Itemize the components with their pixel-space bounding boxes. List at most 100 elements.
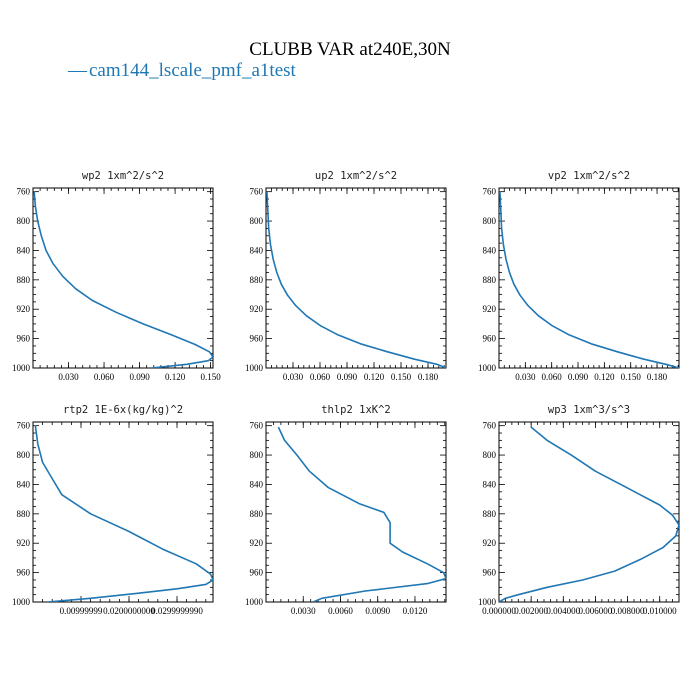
y-tick-label: 760: [483, 187, 497, 197]
panel-title-wp2: wp2 1xm^2/s^2: [82, 170, 164, 182]
x-tick-label: 0.090: [568, 372, 589, 382]
x-tick-label: 0.150: [391, 372, 412, 382]
y-tick-label: 800: [483, 450, 497, 460]
x-tick-label: 0.004000: [546, 606, 580, 616]
y-tick-label: 1000: [12, 363, 31, 373]
series-line-thlp2: [277, 426, 446, 602]
x-tick-label: 0.008000: [611, 606, 645, 616]
x-tick-label: 0.006000: [579, 606, 613, 616]
legend-symbol: —: [67, 60, 88, 81]
y-tick-label: 920: [483, 304, 497, 314]
y-tick-label: 960: [483, 334, 497, 344]
series-line-vp2: [499, 191, 679, 368]
y-tick-label: 760: [17, 421, 31, 431]
x-tick-label: 0.030: [283, 372, 304, 382]
series-line-wp2: [33, 191, 213, 368]
y-tick-label: 840: [17, 245, 31, 255]
x-tick-label: 0.010000: [643, 606, 677, 616]
y-tick-label: 760: [483, 421, 497, 431]
panel-title-vp2: vp2 1xm^2/s^2: [548, 170, 630, 182]
panel-title-rtp2: rtp2 1E-6x(kg/kg)^2: [63, 404, 183, 416]
x-tick-label: 0.030: [515, 372, 536, 382]
plot-frame-up2: [265, 187, 447, 369]
x-tick-label: 0.180: [418, 372, 439, 382]
x-tick-label: 0.002000: [514, 606, 548, 616]
x-tick-label: 0.120: [165, 372, 186, 382]
x-tick-label: 0.150: [621, 372, 642, 382]
panel-wp2: wp2 1xm^2/s^2 760 800 840 880 920 960 1000 0.030…: [12, 170, 221, 382]
x-tick-label: 0.0200000000: [103, 606, 155, 616]
y-tick-label: 760: [250, 187, 264, 197]
y-tick-label: 920: [483, 538, 497, 548]
x-tick-label: 0.0060: [328, 606, 353, 616]
panel-title-wp3: wp3 1xm^3/s^3: [548, 404, 630, 416]
plot-frame-thlp2: [265, 421, 447, 603]
y-tick-label: 960: [17, 334, 31, 344]
y-tick-label: 840: [483, 245, 497, 255]
y-tick-label: 880: [17, 275, 31, 285]
series-line-wp3: [499, 426, 679, 602]
y-tick-label: 1000: [245, 363, 264, 373]
y-tick-label: 960: [250, 334, 264, 344]
x-tick-label: 0.0299999990: [151, 606, 203, 616]
x-tick-label: 0.090: [129, 372, 150, 382]
y-tick-label: 760: [250, 421, 264, 431]
x-tick-label: 0.150: [201, 372, 222, 382]
x-tick-label: 0.030: [58, 372, 79, 382]
panel-title-up2: up2 1xm^2/s^2: [315, 170, 397, 182]
y-tick-label: 800: [250, 216, 264, 226]
x-tick-label: 0.00999999: [60, 606, 103, 616]
series-line-rtp2: [34, 425, 213, 602]
panel-wp3: wp3 1xm^3/s^3 760 800 840 880 920 960 10000.000…: [478, 404, 680, 616]
x-tick-label: 0.060: [310, 372, 331, 382]
panel-rtp2: rtp2 1E-6x(kg/kg)^2 760 800 840 880 920 960 100…: [12, 404, 214, 616]
y-tick-label: 880: [483, 275, 497, 285]
y-tick-label: 1000: [478, 597, 497, 607]
plot-frame-vp2: [498, 187, 680, 369]
y-tick-label: 800: [250, 450, 264, 460]
y-tick-label: 840: [250, 245, 264, 255]
y-tick-label: 880: [250, 275, 264, 285]
y-tick-label: 920: [250, 538, 264, 548]
x-tick-label: 0.120: [364, 372, 385, 382]
y-tick-label: 960: [250, 568, 264, 578]
legend: — cam144_lscale_pmf_a1test: [67, 60, 297, 81]
y-tick-label: 1000: [12, 597, 31, 607]
x-tick-label: 0.120: [594, 372, 615, 382]
y-tick-label: 960: [483, 568, 497, 578]
x-tick-label: 0.090: [337, 372, 358, 382]
y-tick-label: 840: [17, 479, 31, 489]
y-tick-label: 920: [17, 304, 31, 314]
y-tick-label: 1000: [245, 597, 264, 607]
series-line-up2: [266, 191, 446, 368]
legend-label: cam144_lscale_pmf_a1test: [89, 60, 297, 81]
y-tick-label: 960: [17, 568, 31, 578]
y-tick-label: 880: [483, 509, 497, 519]
y-tick-label: 800: [17, 450, 31, 460]
plot-frame-wp2: [32, 187, 214, 369]
y-tick-label: 840: [250, 479, 264, 489]
x-tick-label: 0.180: [647, 372, 668, 382]
y-tick-label: 920: [17, 538, 31, 548]
x-tick-label: 0.060: [542, 372, 563, 382]
panel-up2: up2 1xm^2/s^2 760 800 840 880 920 960 1000 0.030…: [245, 170, 447, 382]
y-tick-label: 760: [17, 187, 31, 197]
y-tick-label: 840: [483, 479, 497, 489]
figure-title: CLUBB VAR at240E,30N: [249, 39, 451, 60]
y-tick-label: 880: [17, 509, 31, 519]
x-tick-label: 0.060: [94, 372, 115, 382]
panel-title-thlp2: thlp2 1xK^2: [321, 404, 391, 416]
panel-vp2: vp2 1xm^2/s^2 760 800 840 880 920 960 1000 0.030…: [478, 170, 680, 382]
x-tick-label: 0.0090: [365, 606, 390, 616]
x-tick-label: 0.0120: [403, 606, 428, 616]
y-tick-label: 800: [17, 216, 31, 226]
x-tick-label: 0.000000: [482, 606, 516, 616]
y-tick-label: 800: [483, 216, 497, 226]
panels-grid: wp2 1xm^2/s^2 760 800 840 880 920 960 1000 0.030…: [12, 170, 680, 616]
panel-thlp2: thlp2 1xK^2 760 800 840 880 920 960 1000 0.0030 0…: [245, 404, 447, 616]
x-tick-label: 0.0030: [291, 606, 316, 616]
plot-frame-rtp2: [32, 421, 214, 603]
plot-frame-wp3: [498, 421, 680, 603]
y-tick-label: 880: [250, 509, 264, 519]
